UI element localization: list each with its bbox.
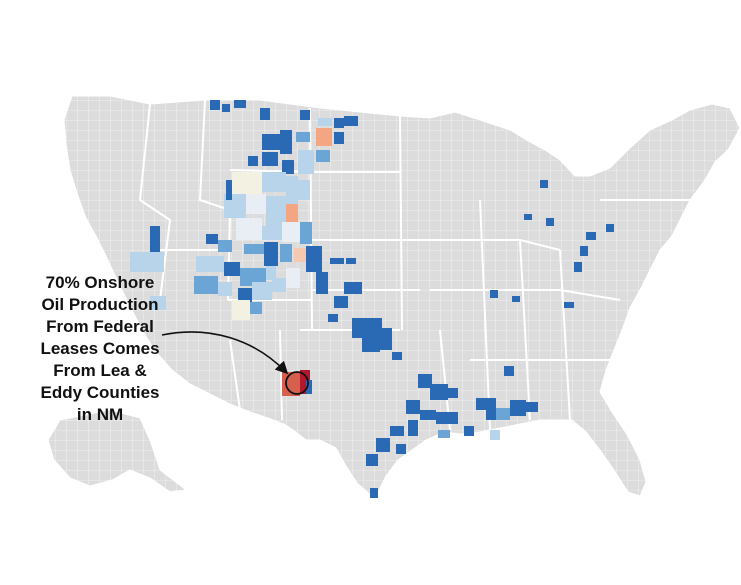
annotation-arrow xyxy=(161,331,289,375)
annotation-line-1: 70% Onshore xyxy=(45,273,155,292)
alaska xyxy=(47,409,188,493)
annotation-line-4: Leases Comes xyxy=(40,339,160,358)
annotation-line-2: Oil Production xyxy=(41,295,159,314)
annotation-line-3: From Federal xyxy=(46,317,154,336)
annotation-line-5: From Lea & xyxy=(53,361,147,380)
state-borders xyxy=(138,99,690,431)
annotation-line-7: in NM xyxy=(76,405,124,424)
lea-eddy-highlight-circle xyxy=(285,371,309,395)
annotation-line-6: Eddy Counties xyxy=(40,383,160,402)
annotation-callout: 70% Onshore Oil Production From Federal … xyxy=(20,272,180,426)
producing-counties xyxy=(116,100,614,498)
